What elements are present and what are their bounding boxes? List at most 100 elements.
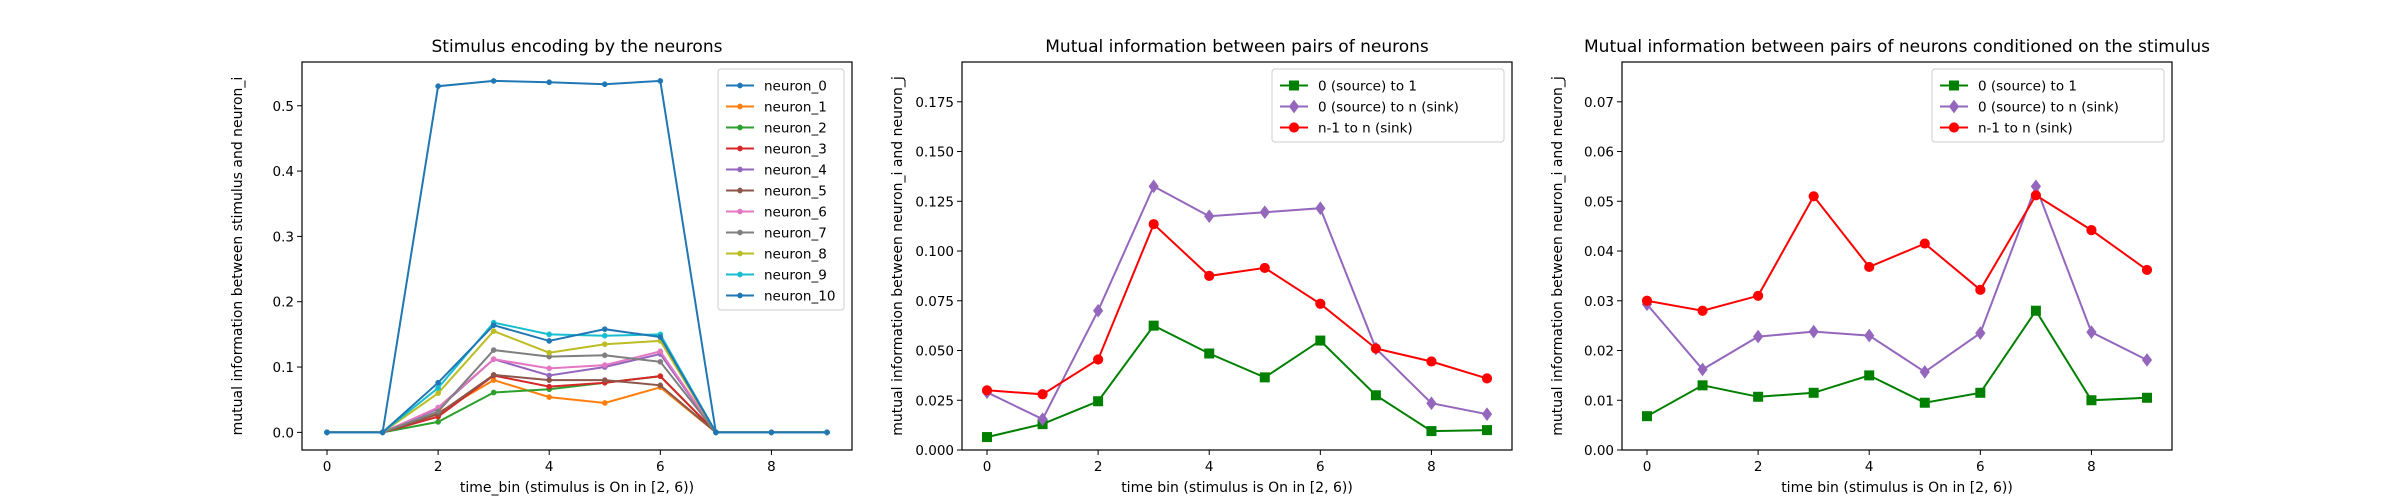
data-point (982, 432, 992, 443)
x-tick-label: 4 (1205, 459, 1214, 475)
series-line (986, 185, 1488, 421)
data-point (2030, 305, 2041, 316)
data-point (1426, 356, 1437, 367)
data-point (601, 362, 608, 368)
chart-title: Stimulus encoding by the neurons (432, 37, 723, 57)
data-point (2141, 264, 2153, 276)
data-point (490, 328, 497, 334)
legend-entry: neuron_6 (764, 205, 827, 221)
legend-marker (1948, 122, 1960, 133)
x-tick-label: 0 (323, 459, 332, 475)
legend-marker (737, 187, 743, 194)
legend-entry: neuron_5 (764, 184, 827, 200)
data-point (435, 379, 441, 386)
data-point (490, 356, 497, 363)
data-point (1426, 396, 1437, 411)
data-point (1148, 179, 1159, 194)
legend-entry: neuron_10 (764, 289, 835, 305)
x-tick-label: 8 (767, 459, 776, 475)
legend-marker (737, 271, 743, 278)
data-point (1753, 290, 1764, 301)
data-point (1808, 191, 1819, 202)
series-0 (982, 320, 1492, 443)
data-point (1808, 387, 1819, 398)
y-tick-label: 0.07 (1584, 95, 1614, 111)
data-point (1370, 343, 1381, 354)
data-point (1148, 219, 1159, 230)
x-tick-label: 6 (1976, 459, 1985, 475)
x-tick-label: 8 (1427, 459, 1436, 475)
data-point (379, 429, 386, 436)
data-point (601, 400, 608, 406)
data-point (601, 81, 608, 88)
y-tick-label: 0.3 (273, 229, 294, 245)
series-0 (1642, 305, 2152, 422)
legend-marker (737, 229, 743, 236)
data-point (1864, 370, 1875, 381)
data-point (657, 358, 664, 365)
data-point (1148, 320, 1159, 331)
series-line (327, 324, 827, 434)
series-line (1646, 308, 2148, 418)
y-axis-label: mutual information between neuron_i and … (890, 76, 906, 436)
data-point (1315, 298, 1326, 309)
data-point (1259, 205, 1270, 220)
data-point (1481, 407, 1493, 422)
y-tick-label: 0.0 (273, 425, 294, 441)
data-point (1037, 412, 1048, 426)
y-tick-label: 0.5 (273, 99, 294, 115)
x-tick-label: 4 (545, 459, 554, 475)
data-point (657, 382, 664, 389)
data-point (2141, 353, 2153, 367)
y-tick-label: 0.2 (273, 295, 294, 311)
legend-entry: neuron_7 (764, 226, 827, 242)
y-tick-label: 0.175 (915, 95, 954, 111)
data-point (1204, 209, 1215, 224)
data-point (2086, 225, 2097, 236)
y-tick-label: 0.4 (273, 164, 294, 180)
data-point (657, 334, 664, 340)
data-point (1092, 303, 1104, 318)
data-point (1919, 238, 1930, 249)
data-point (435, 390, 441, 397)
data-point (435, 408, 441, 415)
data-point (435, 385, 441, 391)
data-point (435, 419, 441, 425)
legend-entry: n-1 to n (sink) (1978, 121, 2073, 137)
data-point (1975, 326, 1986, 340)
legend-entry: 0 (source) to n (sink) (1318, 100, 1459, 116)
y-tick-label: 0.025 (915, 393, 954, 409)
data-point (2142, 392, 2152, 403)
legend-marker (737, 292, 743, 299)
data-point (1204, 270, 1215, 281)
data-point (601, 326, 608, 333)
chart-panel-2: Mutual information between pairs of neur… (1550, 37, 2210, 496)
legend-entry: neuron_4 (764, 163, 827, 179)
data-point (546, 79, 553, 86)
data-point (1975, 284, 1986, 295)
data-point (2030, 190, 2041, 201)
data-point (1315, 201, 1326, 216)
data-point (546, 377, 553, 383)
y-axis-label: mutual information between stimulus and … (230, 77, 246, 436)
y-tick-label: 0.1 (273, 360, 294, 376)
data-point (490, 347, 497, 353)
data-point (657, 78, 664, 84)
data-point (1259, 372, 1270, 383)
y-tick-label: 0.125 (915, 194, 954, 210)
data-point (1641, 295, 1653, 306)
y-tick-label: 0.100 (915, 244, 954, 260)
legend-marker (1288, 99, 1300, 114)
data-point (657, 373, 664, 380)
chart-panel-0: Stimulus encoding by the neurons 0 2 4 6 8 0.0… (230, 37, 853, 496)
data-point (1864, 261, 1875, 273)
data-point (546, 338, 553, 344)
data-point (824, 429, 830, 436)
data-point (657, 348, 664, 355)
legend-marker (1288, 122, 1300, 133)
data-point (546, 383, 553, 390)
legend-marker (737, 250, 743, 257)
series-10 (324, 322, 830, 436)
series-line (1646, 183, 2148, 374)
